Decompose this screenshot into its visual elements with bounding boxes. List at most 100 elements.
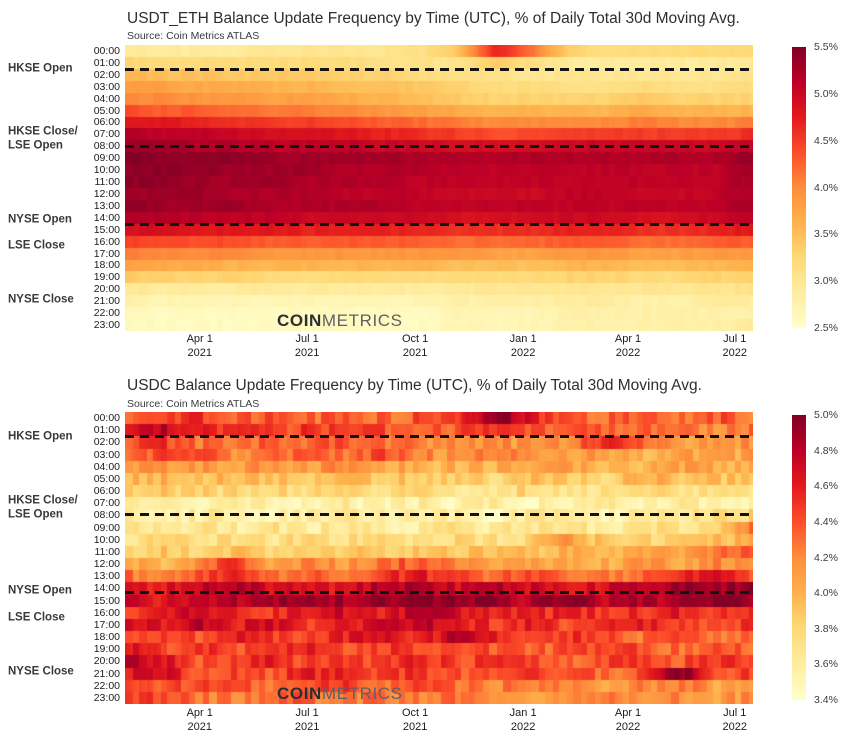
hour-label: 21:00 [93,667,120,680]
market-session-label: LSE Close [8,610,65,623]
market-session-labels-usdc: HKSE Open HKSE Close/ LSE Open NYSE Open LS… [8,412,123,704]
hour-label: 23:00 [93,319,120,332]
colorbar-tick-label: 3.5% [814,228,838,241]
x-axis-tick: Jul 1 2021 [294,707,320,733]
x-axis-tick: Jul 1 2021 [294,333,320,359]
x-axis-tick: Jul 1 2022 [722,333,748,359]
hour-label: 01:00 [93,424,120,437]
hour-label: 09:00 [93,521,120,534]
x-axis-tick: Apr 1 2022 [614,333,642,359]
hour-label: 00:00 [93,44,120,57]
heatmap-plot-usdt-eth: COINMETRICS [125,45,753,331]
hour-label: 16:00 [93,235,120,248]
hour-label: 01:00 [93,56,120,69]
hour-label: 05:00 [93,472,120,485]
hour-label: 06:00 [93,485,120,498]
hour-label: 07:00 [93,128,120,141]
hour-label: 13:00 [93,199,120,212]
x-axis-tick: Apr 1 2022 [614,707,642,733]
chart-title-usdt-eth: USDT_ETH Balance Update Frequency by Tim… [127,10,740,27]
hour-label: 12:00 [93,187,120,200]
hour-label: 04:00 [93,92,120,105]
x-axis-tick: Jan 1 2022 [509,707,537,733]
hour-label: 14:00 [93,582,120,595]
hour-label: 23:00 [93,691,120,704]
x-axis-tick: Jul 1 2022 [722,707,748,733]
x-axis-labels-usdc: Apr 1 2021 Jul 1 2021 Oct 1 2021 Jan 1 2022… [125,707,753,737]
hour-label: 03:00 [93,80,120,93]
x-axis-tick: Oct 1 2021 [401,707,429,733]
x-axis-tick: Apr 1 2021 [186,333,213,359]
market-session-label: NYSE Open [8,213,72,226]
hour-label: 16:00 [93,606,120,619]
market-session-label: HKSE Open [8,430,73,443]
colorbar-usdc: 5.0% 4.8% 4.6% 4.4% 4.2% 4.0% 3.8% 3.6% 3.4% [792,409,838,706]
hour-label: 15:00 [93,594,120,607]
market-session-label: HKSE Open [8,62,73,75]
heatmap-canvas-usdt-eth [125,45,753,331]
market-session-label: LSE Close [8,239,65,252]
hour-label: 06:00 [93,116,120,129]
hour-label: 18:00 [93,259,120,272]
chart-title-usdc: USDC Balance Update Frequency by Time (U… [127,377,702,394]
colorbar-gradient [792,47,806,328]
heatmap-plot-usdc: COINMETRICS [125,412,753,704]
hour-label: 18:00 [93,631,120,644]
colorbar-tick-label: 3.4% [814,694,838,706]
market-line [125,513,753,517]
colorbar-tick-label: 4.4% [814,515,838,528]
hour-label: 07:00 [93,497,120,510]
hour-label: 00:00 [93,412,120,425]
hour-label: 20:00 [93,283,120,296]
market-line [125,67,753,71]
market-line [125,145,753,149]
hour-label: 22:00 [93,307,120,320]
market-line [125,222,753,226]
colorbar-gradient [792,415,806,700]
market-line [125,591,753,595]
hour-label: 08:00 [93,140,120,153]
y-axis-labels-usdc: 00:00 01:00 02:00 03:00 04:00 05:00 06:00 07:00… [84,412,122,704]
watermark: COINMETRICS [277,685,403,703]
colorbar-tick-label: 4.2% [814,551,838,564]
hour-label: 08:00 [93,509,120,522]
colorbar-tick-label: 4.0% [814,181,838,194]
watermark-coin: COIN [277,311,322,330]
hour-label: 20:00 [93,655,120,668]
colorbar-tick-label: 4.8% [814,444,838,457]
hour-label: 14:00 [93,211,120,224]
market-session-label: NYSE Close [8,293,74,306]
x-axis-tick: Apr 1 2021 [186,707,213,733]
colorbar-tick-label: 3.0% [814,275,838,288]
hour-label: 19:00 [93,643,120,656]
colorbar-tick-label: 4.5% [814,134,838,147]
hour-label: 19:00 [93,271,120,284]
market-session-label: HKSE Close/ LSE Open [8,494,78,521]
chart-source-usdc: Source: Coin Metrics ATLAS [127,398,260,410]
colorbar-tick-label: 5.5% [814,41,838,53]
hour-label: 15:00 [93,223,120,236]
hour-label: 17:00 [93,247,120,260]
hour-label: 02:00 [93,68,120,81]
market-session-labels-usdt-eth: HKSE Open HKSE Close/ LSE Open NYSE Open LS… [8,45,123,331]
hour-label: 11:00 [94,545,121,558]
market-session-label: NYSE Close [8,665,74,678]
hour-label: 09:00 [93,152,120,165]
colorbar-tick-label: 5.0% [814,409,838,421]
hour-label: 10:00 [93,533,120,546]
x-axis-tick: Oct 1 2021 [401,333,429,359]
watermark-coin: COIN [277,684,322,703]
hour-label: 17:00 [93,618,120,631]
colorbar-tick-label: 2.5% [814,322,838,334]
y-axis-labels-usdt-eth: 00:00 01:00 02:00 03:00 04:00 05:00 06:00 07:00… [84,45,122,331]
hour-label: 03:00 [93,448,120,461]
x-axis-tick: Jan 1 2022 [509,333,537,359]
hour-label: 05:00 [93,104,120,117]
hour-label: 12:00 [93,558,120,571]
watermark: COINMETRICS [277,312,403,330]
market-session-label: NYSE Open [8,584,72,597]
heatmap-canvas-usdc [125,412,753,704]
hour-label: 02:00 [93,436,120,449]
hour-label: 04:00 [93,460,120,473]
